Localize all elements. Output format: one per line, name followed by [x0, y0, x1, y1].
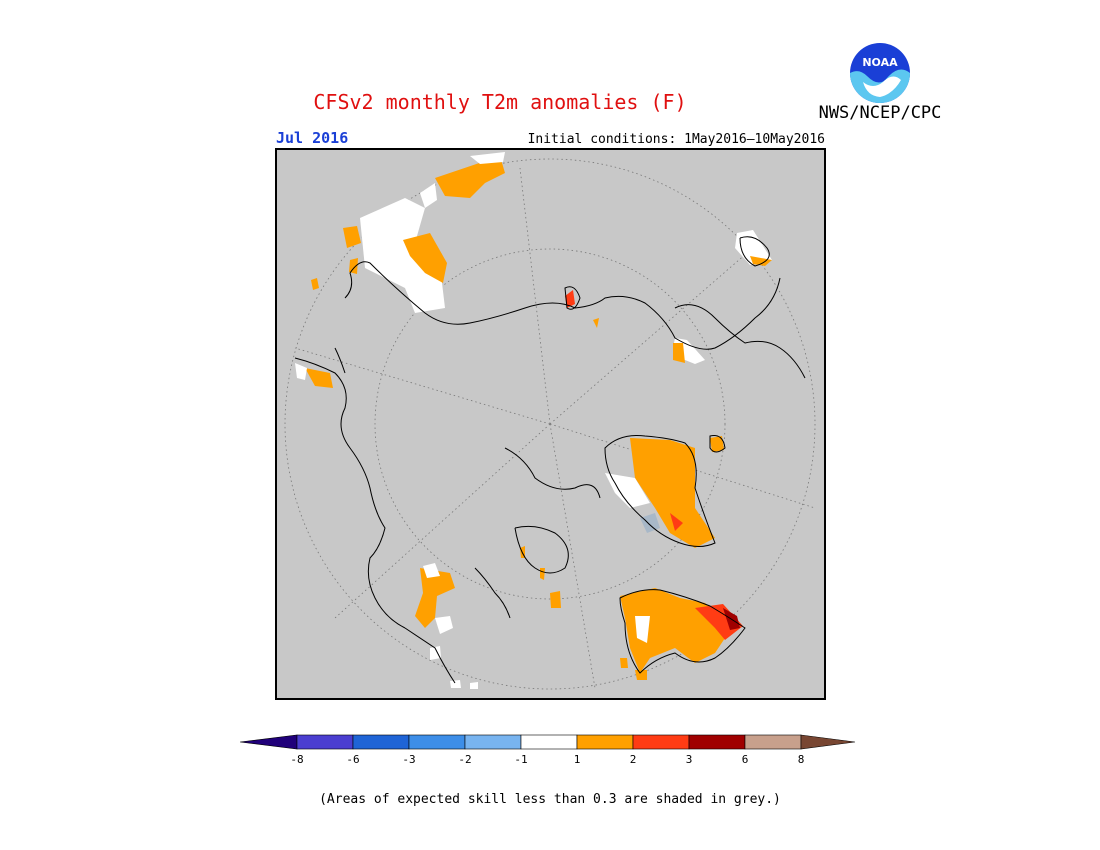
colorbar-tick-label: -6 [346, 753, 359, 766]
colorbar-tick-label: -8 [290, 753, 303, 766]
colorbar-tick-label: -1 [514, 753, 527, 766]
colorbar-arrow-low [239, 734, 298, 750]
colorbar-tick-label: 6 [742, 753, 749, 766]
colorbar-cell [464, 734, 522, 750]
colorbar: -8 -6 -3 -2 -1 1 2 3 6 8 [239, 732, 860, 772]
colorbar-cell [408, 734, 466, 750]
logo-text: NOAA [862, 56, 898, 69]
month-label: Jul 2016 [276, 129, 349, 147]
coastlines [294, 236, 806, 684]
colorbar-arrow-high [800, 734, 856, 750]
chart-title: CFSv2 monthly T2m anomalies (F) [313, 90, 687, 114]
hemisphere-circle [284, 158, 816, 690]
noaa-logo: NOAA [849, 42, 911, 104]
colorbar-cell [576, 734, 634, 750]
colorbar-cell [352, 734, 410, 750]
colorbar-tick-label: 8 [798, 753, 805, 766]
colorbar-cell [520, 734, 578, 750]
agency-label: NWS/NCEP/CPC [818, 103, 942, 123]
graticule [284, 158, 816, 690]
colorbar-cell [688, 734, 746, 750]
latitude-circle [374, 248, 726, 600]
colorbar-cell [296, 734, 354, 750]
colorbar-cell [744, 734, 802, 750]
colorbar-tick-label: -3 [402, 753, 415, 766]
anomaly-areas [295, 152, 772, 689]
colorbar-tick-label: 1 [574, 753, 581, 766]
polar-map [275, 148, 826, 700]
colorbar-cell [632, 734, 690, 750]
colorbar-tick-label: -2 [458, 753, 471, 766]
colorbar-tick-label: 2 [630, 753, 637, 766]
initial-conditions-label: Initial conditions: 1May2016–10May2016 [527, 132, 825, 147]
footnote: (Areas of expected skill less than 0.3 a… [319, 792, 781, 807]
colorbar-tick-label: 3 [686, 753, 693, 766]
